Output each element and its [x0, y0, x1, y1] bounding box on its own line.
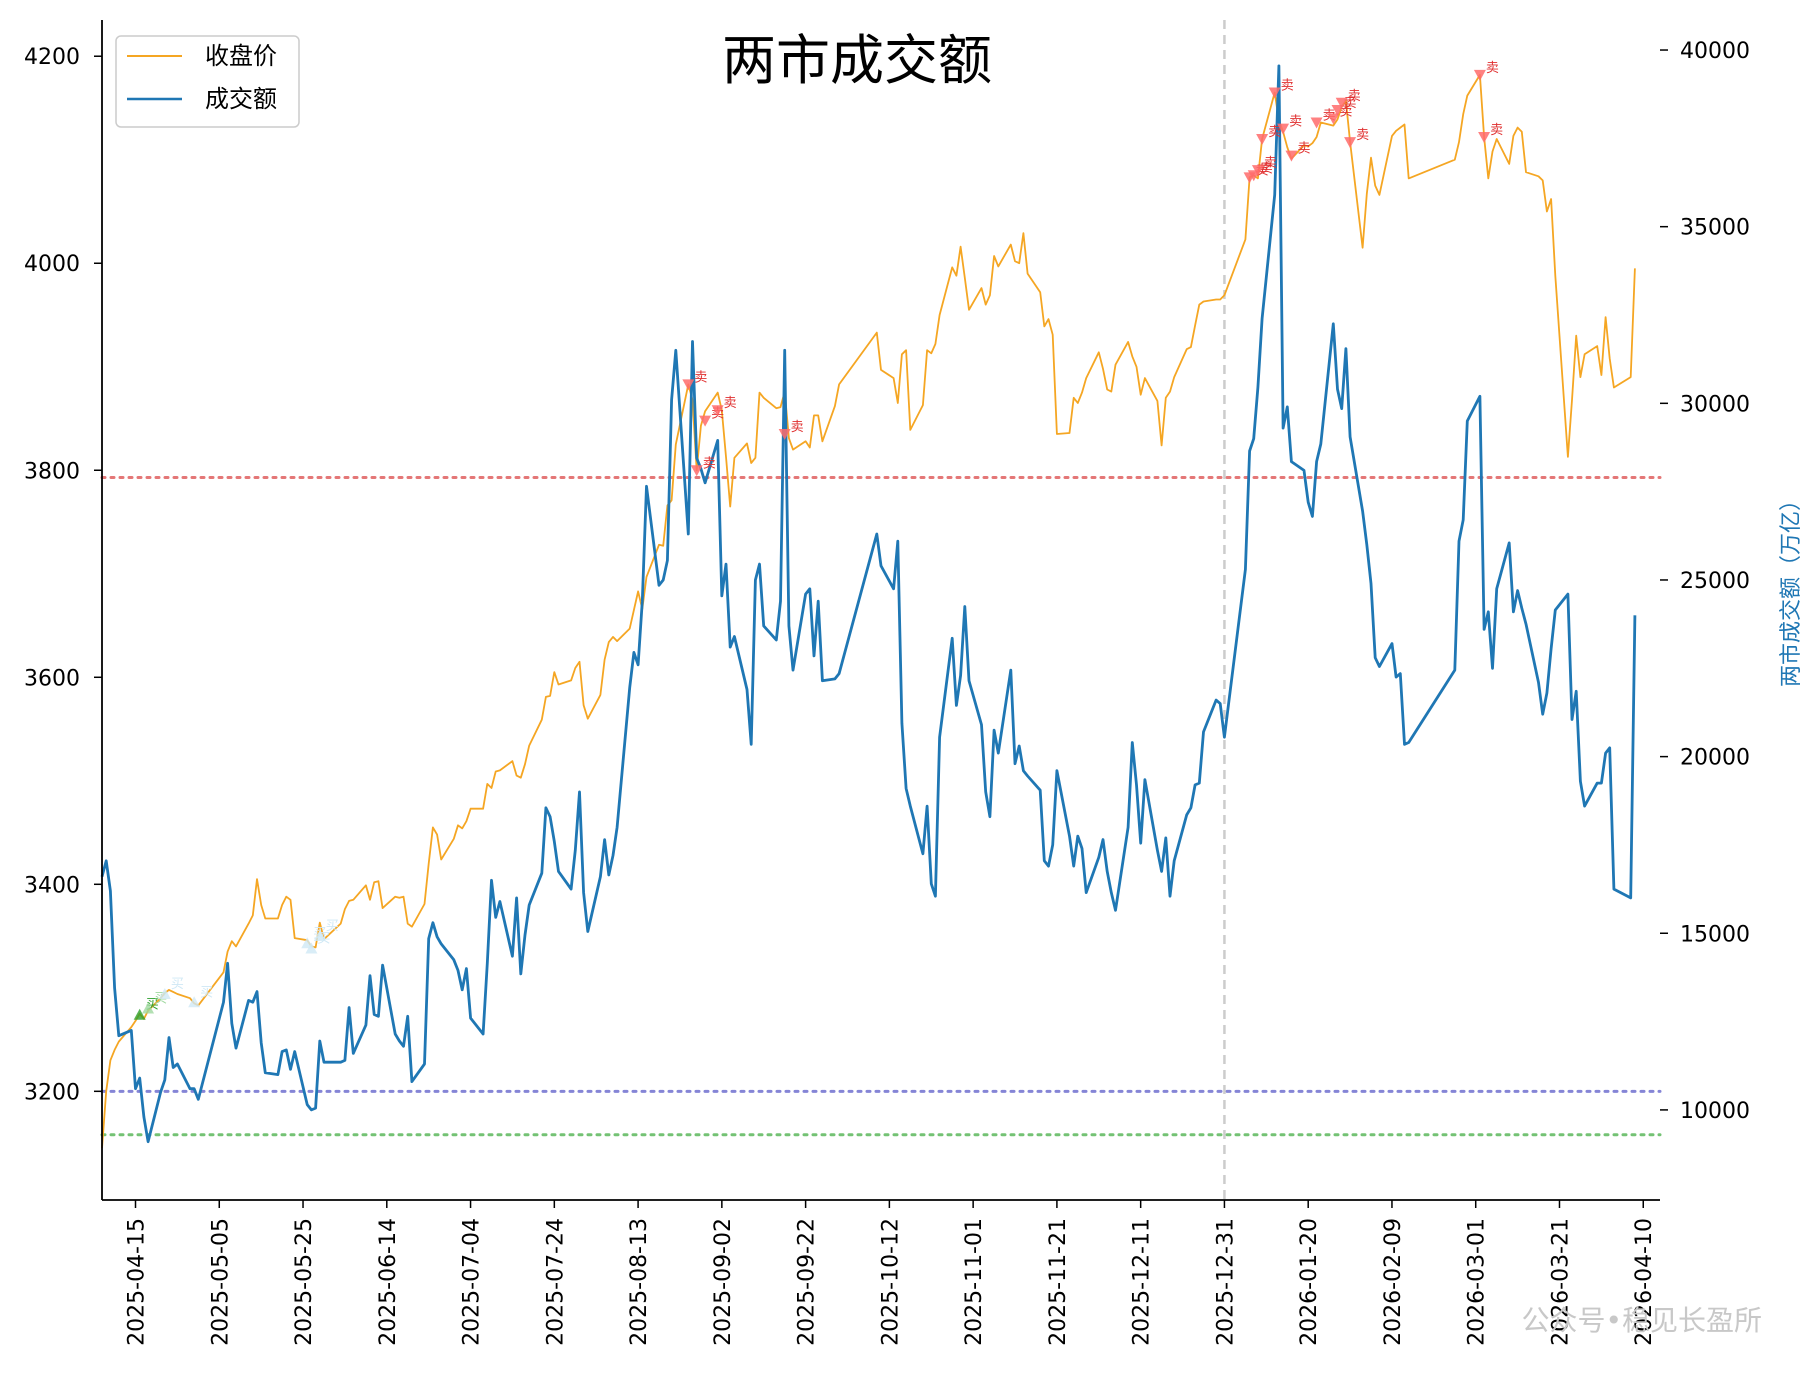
sell-label-10: 卖 — [1289, 115, 1302, 130]
sell-label-17: 卖 — [1486, 61, 1499, 76]
left-ytick-label-3200: 3200 — [24, 1080, 80, 1105]
buy-marker-0 — [133, 1008, 146, 1020]
watermark: 公众号•稳见长盈所 — [1521, 1304, 1762, 1337]
xtick-label-2025-07-24: 2025-07-24 — [543, 1218, 568, 1346]
left-ytick-label-3600: 3600 — [24, 666, 80, 691]
xtick-label-2025-07-04: 2025-07-04 — [460, 1218, 485, 1346]
sell-label-7: 卖 — [1264, 156, 1277, 171]
legend-label-close: 收盘价 — [205, 42, 277, 70]
sell-label-6: 卖 — [1260, 161, 1273, 176]
reference-lines — [100, 476, 1662, 1137]
sell-label-18: 卖 — [1490, 123, 1503, 138]
right-ytick-label-10000: 10000 — [1680, 1099, 1750, 1124]
legend: 收盘价 成交额 — [115, 35, 300, 128]
xtick-label-2025-11-01: 2025-11-01 — [962, 1218, 987, 1346]
sell-label-14: 卖 — [1344, 96, 1357, 111]
buy-marker-3 — [188, 996, 201, 1008]
xtick-label-2025-05-25: 2025-05-25 — [292, 1218, 317, 1346]
xtick-label-2025-06-14: 2025-06-14 — [376, 1218, 401, 1346]
xtick-label-2025-12-31: 2025-12-31 — [1213, 1218, 1238, 1346]
xtick-label-2026-03-21: 2026-03-21 — [1548, 1218, 1573, 1346]
sell-marker-10 — [1277, 123, 1290, 135]
sell-label-9: 卖 — [1281, 78, 1294, 93]
xtick-label-2025-09-02: 2025-09-02 — [711, 1218, 736, 1346]
buy-marker-2 — [158, 988, 171, 1000]
right-ytick-label-40000: 40000 — [1680, 39, 1750, 64]
sell-marker-17 — [1473, 69, 1486, 81]
sell-marker-9 — [1268, 87, 1281, 99]
sell-marker-4 — [778, 429, 791, 441]
xtick-label-2025-09-22: 2025-09-22 — [795, 1218, 820, 1346]
sell-label-1: 卖 — [703, 456, 716, 471]
sell-marker-11 — [1285, 150, 1298, 162]
legend-label-turnover: 成交额 — [205, 85, 277, 113]
sell-label-16: 卖 — [1356, 128, 1369, 143]
buy-label-2: 买 — [171, 977, 184, 992]
legend-box — [115, 35, 300, 128]
buy-label-3: 买 — [200, 985, 213, 1000]
sell-label-8: 卖 — [1268, 125, 1281, 140]
chart-title: 两市成交额 — [722, 29, 992, 92]
sell-marker-2 — [699, 415, 712, 427]
xtick-label-2026-03-01: 2026-03-01 — [1465, 1218, 1490, 1346]
x-axis-ticks: 2025-04-15 2025-05-05 2025-05-25 2025-06-14… — [125, 1200, 1657, 1346]
left-ytick-label-3400: 3400 — [24, 873, 80, 898]
xtick-label-2026-02-09: 2026-02-09 — [1381, 1218, 1406, 1346]
sell-marker-15 — [1335, 97, 1348, 109]
sell-label-13: 卖 — [1339, 104, 1352, 119]
sell-label-0: 卖 — [694, 370, 707, 385]
buy-marker-5 — [305, 942, 318, 954]
left-ytick-label-4200: 4200 — [24, 45, 80, 70]
sell-marker-1 — [690, 465, 703, 477]
buy-label-6: 买 — [326, 919, 339, 934]
sell-label-15: 卖 — [1348, 89, 1361, 104]
xtick-label-2025-04-15: 2025-04-15 — [125, 1218, 150, 1346]
sell-marker-12 — [1310, 117, 1323, 129]
buy-marker-1 — [142, 1002, 155, 1014]
xtick-label-2025-11-21: 2025-11-21 — [1046, 1218, 1071, 1346]
xtick-label-2025-08-13: 2025-08-13 — [627, 1218, 652, 1346]
trade-signals: 买买买买买买买卖卖卖卖卖卖卖卖卖卖卖卖卖卖卖卖卖卖卖 — [133, 61, 1503, 1020]
right-ytick-label-35000: 35000 — [1680, 216, 1750, 241]
sell-label-11: 卖 — [1297, 142, 1310, 157]
right-ytick-label-30000: 30000 — [1680, 392, 1750, 417]
right-axis-label: 两市成交额（万亿） — [1779, 489, 1804, 687]
sell-marker-13 — [1327, 113, 1340, 125]
xtick-label-2026-04-10: 2026-04-10 — [1632, 1218, 1657, 1346]
left-y-axis-ticks: 3200 3400 3600 3800 4000 4200 — [24, 45, 102, 1105]
sell-marker-16 — [1344, 137, 1357, 149]
right-ytick-label-20000: 20000 — [1680, 746, 1750, 771]
xtick-label-2025-12-11: 2025-12-11 — [1130, 1218, 1155, 1346]
left-ytick-label-4000: 4000 — [24, 252, 80, 277]
right-ytick-label-25000: 25000 — [1680, 569, 1750, 594]
sell-marker-0 — [682, 379, 695, 391]
buy-marker-6 — [313, 930, 326, 942]
series-group — [100, 64, 1637, 1149]
axes — [101, 20, 1660, 1201]
series-line-turnover — [100, 64, 1637, 1144]
right-ytick-label-15000: 15000 — [1680, 922, 1750, 947]
xtick-label-2026-01-20: 2026-01-20 — [1297, 1218, 1322, 1346]
sell-label-3: 卖 — [724, 396, 737, 411]
sell-marker-8 — [1256, 134, 1269, 146]
sell-label-4: 卖 — [791, 420, 804, 435]
sell-marker-3 — [711, 405, 724, 417]
left-ytick-label-3800: 3800 — [24, 459, 80, 484]
right-y-axis-ticks: 10000 15000 20000 25000 30000 35000 40000 — [1660, 39, 1750, 1124]
xtick-label-2025-10-12: 2025-10-12 — [878, 1218, 903, 1346]
series-line-close — [101, 74, 1636, 1149]
sell-marker-7 — [1251, 165, 1264, 177]
sell-marker-14 — [1331, 105, 1344, 117]
xtick-label-2025-05-05: 2025-05-05 — [208, 1218, 233, 1346]
sell-marker-18 — [1478, 131, 1491, 143]
